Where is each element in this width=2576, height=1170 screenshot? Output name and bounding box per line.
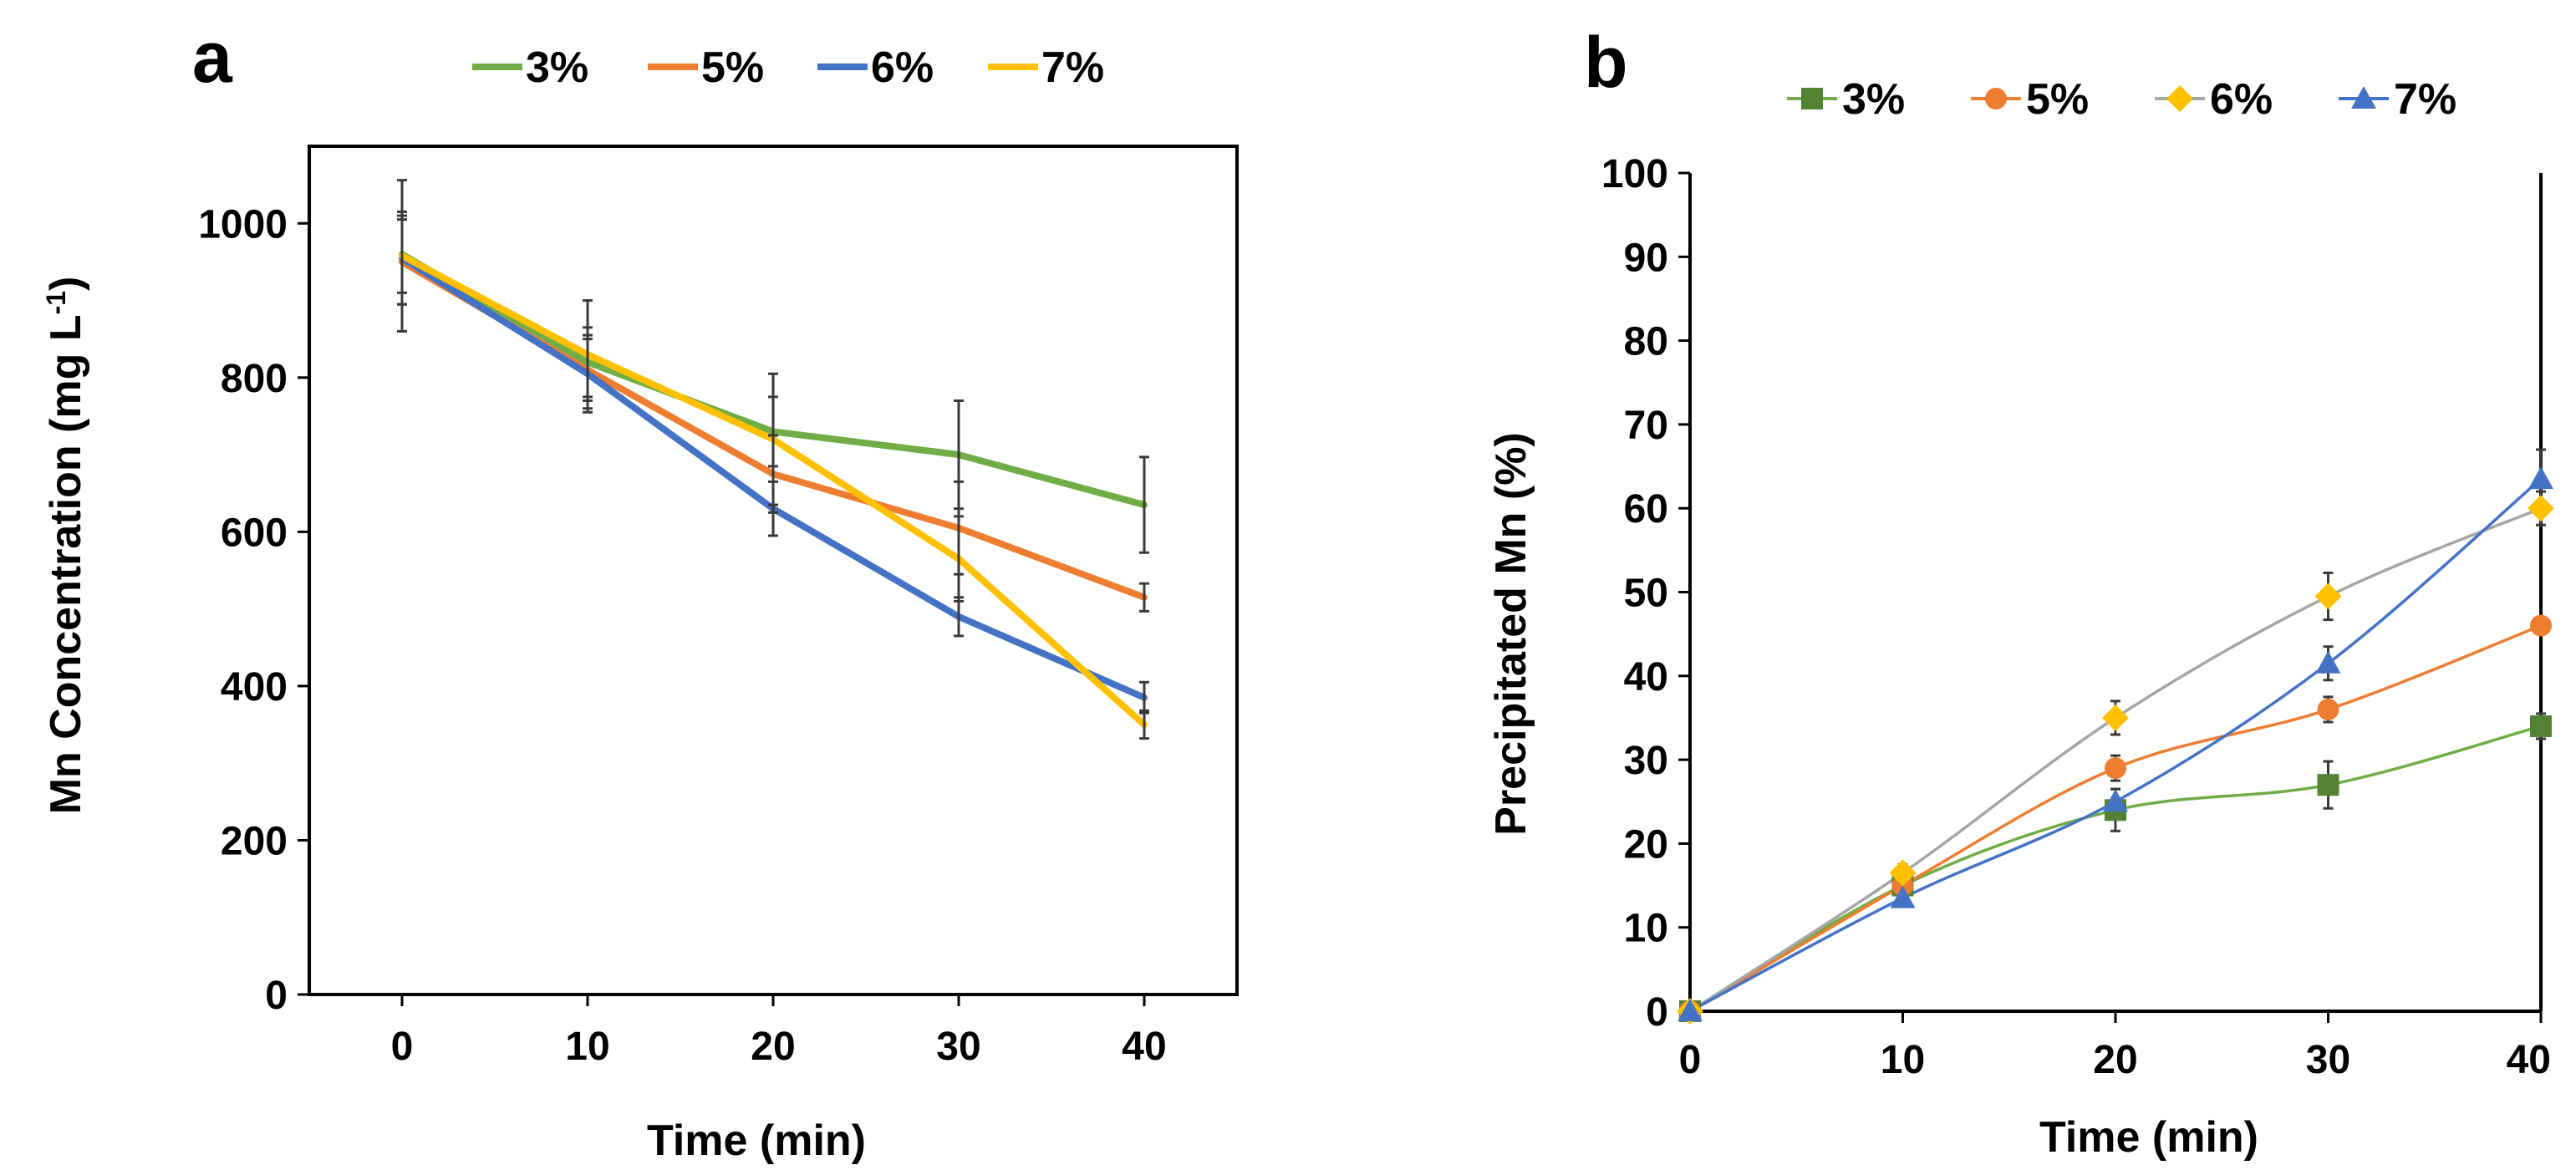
x-tick-label: 10 [1881,1038,1925,1082]
y-tick-label: 400 [221,665,288,710]
y-axis-title-main: Mn Concentration (mg L [42,314,90,814]
data-point-6pct [2102,704,2129,731]
legend-label: 6% [2210,75,2273,124]
x-tick-label: 10 [565,1025,609,1069]
y-tick-label: 600 [221,511,288,555]
panel-a: a 0 200 400 600 800 1000 0 10 20 30 40 Time (min) Mn … [41,18,1239,1165]
y-tick-label: 800 [221,357,288,401]
y-tick-label: 90 [1624,236,1668,280]
x-tick-label: 20 [2093,1038,2137,1082]
legend-label: 6% [871,43,934,92]
panel-letter: b [1584,23,1628,103]
data-point-6pct [2528,495,2554,522]
x-axis-title: Time (min) [2039,1113,2258,1162]
panel-b: b 0 10 20 30 40 50 60 70 80 90 100 0 10 20 30 40 Time (mi… [1487,23,2554,1162]
legend-label: 7% [1041,43,1104,92]
y-tick-label: 40 [1624,655,1668,699]
x-tick-label: 40 [1122,1025,1166,1069]
y-tick-label: 1000 [198,202,288,247]
y-tick-label: 20 [1624,822,1668,867]
x-tick-label: 0 [1679,1038,1702,1082]
y-tick-label: 60 [1624,487,1668,532]
data-point-5pct [2317,698,2339,720]
legend-label: 3% [526,43,588,92]
y-tick-label: 200 [221,819,288,863]
y-tick-label: 100 [1601,152,1668,196]
y-tick-label: 0 [1646,990,1668,1035]
legend-swatch-marker [2166,85,2193,112]
data-point-5pct [2530,614,2552,637]
x-tick-label: 30 [936,1025,980,1069]
y-axis-title-sup: -1 [41,291,71,314]
legend-swatch-marker [1801,88,1823,109]
y-tick-label: 50 [1624,572,1668,616]
x-tick-label: 0 [391,1025,414,1069]
legend-swatch-marker [1985,88,2007,109]
x-tick-label: 20 [751,1025,795,1069]
legend-swatch-marker [2351,86,2376,109]
y-tick-label: 80 [1624,320,1668,364]
data-point-7pct [1677,999,1703,1021]
data-point-6pct [1889,859,1917,887]
legend-label: 5% [2026,75,2089,124]
x-axis-title: Time (min) [647,1117,866,1165]
data-point-7pct [2528,466,2553,490]
series-line-7pct [1689,477,2543,1013]
y-tick-label: 30 [1624,739,1668,783]
x-tick-label: 40 [2507,1038,2551,1082]
y-axis-title: Precipitated Mn (%) [1487,432,1535,836]
data-point-7pct [1890,885,1916,908]
legend-label: 5% [701,43,764,92]
panel-letter: a [192,18,233,98]
legend-label: 7% [2394,75,2456,124]
data-point-7pct [2315,650,2341,674]
x-tick-label: 30 [2306,1038,2350,1082]
y-tick-label: 10 [1624,907,1668,951]
data-point-3pct [2317,774,2339,796]
data-point-3pct [2530,715,2552,737]
data-point-6pct [2314,582,2342,610]
y-tick-label: 0 [265,974,288,1018]
y-axis-title: Mn Concentration (mg L-1) [41,277,90,815]
data-point-5pct [2105,757,2126,780]
legend-label: 3% [1842,75,1905,124]
data-point-7pct [2103,789,2128,812]
y-tick-label: 70 [1624,404,1668,448]
y-axis-title-close: ) [42,277,90,291]
